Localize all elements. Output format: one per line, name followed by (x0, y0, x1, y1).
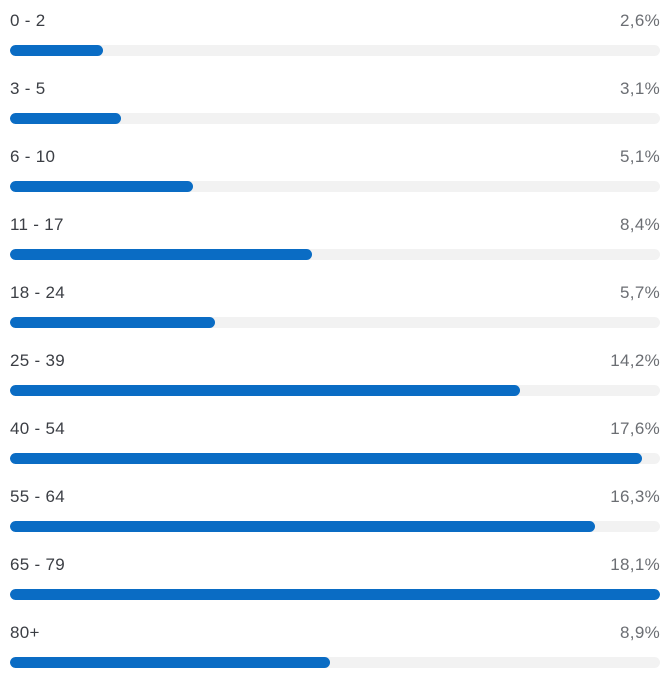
category-label: 0 - 2 (10, 11, 46, 30)
bar-track (10, 45, 660, 56)
bar (10, 317, 215, 328)
bar-row: 6 - 10 5,1% (10, 136, 660, 204)
bar-track (10, 385, 660, 396)
bar-track (10, 589, 660, 600)
value-label: 8,9% (620, 623, 660, 642)
value-label: 3,1% (620, 79, 660, 98)
value-label: 14,2% (610, 351, 660, 370)
bar-row: 3 - 5 3,1% (10, 68, 660, 136)
value-label: 5,1% (620, 147, 660, 166)
bar-track (10, 181, 660, 192)
category-label: 55 - 64 (10, 487, 66, 506)
bar-row: 25 - 39 14,2% (10, 340, 660, 408)
value-label: 16,3% (610, 487, 660, 506)
category-label: 18 - 24 (10, 283, 66, 302)
bar-track (10, 317, 660, 328)
category-label: 40 - 54 (10, 419, 66, 438)
value-label: 8,4% (620, 215, 660, 234)
bar-row: 18 - 24 5,7% (10, 272, 660, 340)
bar-track (10, 521, 660, 532)
bar (10, 181, 194, 192)
bar (10, 249, 312, 260)
bar-track (10, 113, 660, 124)
category-label: 3 - 5 (10, 79, 46, 98)
value-label: 17,6% (610, 419, 660, 438)
bar-row: 80+ 8,9% (10, 612, 660, 680)
bar (10, 589, 660, 600)
category-label: 11 - 17 (10, 215, 64, 234)
bar (10, 45, 104, 56)
bar-row: 40 - 54 17,6% (10, 408, 660, 476)
category-label: 6 - 10 (10, 147, 56, 166)
category-label: 80+ (10, 623, 40, 642)
bar (10, 521, 596, 532)
bar-row: 55 - 64 16,3% (10, 476, 660, 544)
bar-row: 0 - 2 2,6% (10, 0, 660, 68)
bar-row: 65 - 79 18,1% (10, 544, 660, 612)
bar (10, 385, 520, 396)
bar (10, 453, 643, 464)
value-label: 18,1% (610, 555, 660, 574)
bar (10, 113, 122, 124)
bar-row: 11 - 17 8,4% (10, 204, 660, 272)
value-label: 2,6% (620, 11, 660, 30)
bar-track (10, 453, 660, 464)
value-label: 5,7% (620, 283, 660, 302)
bar (10, 657, 330, 668)
bar-track (10, 657, 660, 668)
bar-track (10, 249, 660, 260)
category-label: 25 - 39 (10, 351, 66, 370)
category-label: 65 - 79 (10, 555, 66, 574)
